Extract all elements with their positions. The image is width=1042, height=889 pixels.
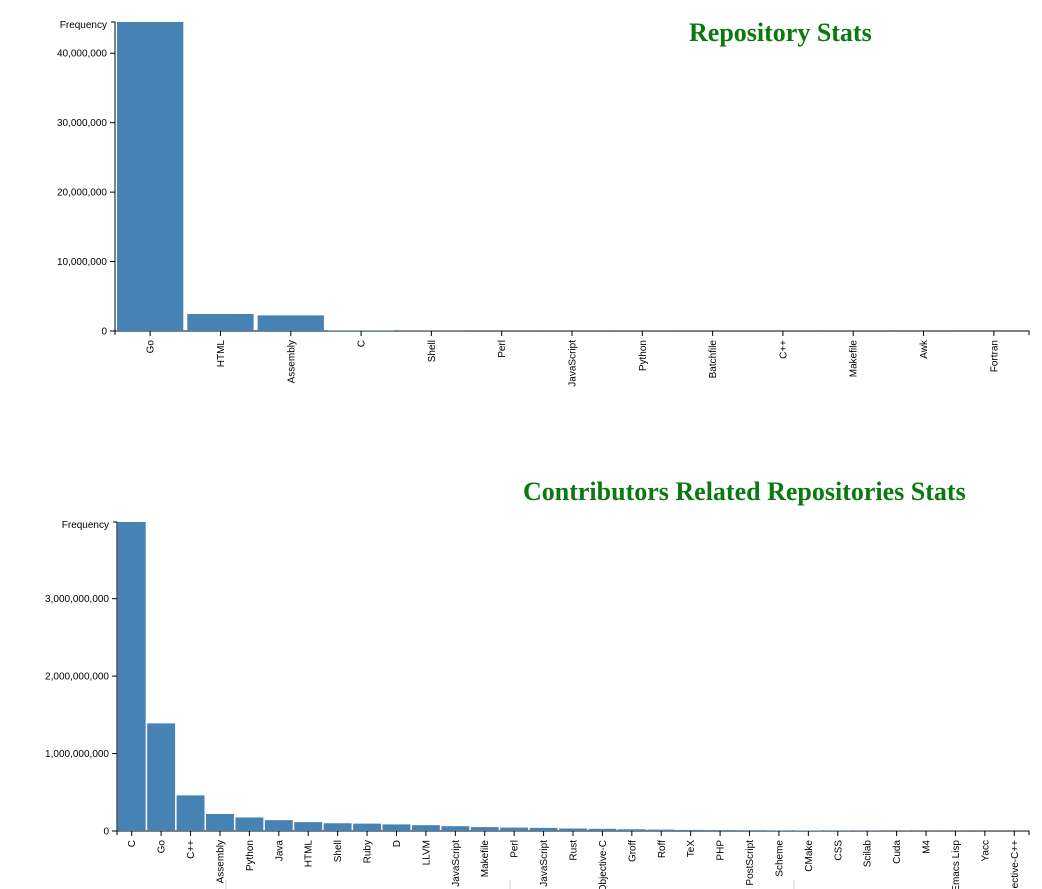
x-tick-label: C (357, 340, 368, 347)
x-tick-label: Python (245, 840, 256, 871)
x-tick-label: Batchfile (708, 340, 719, 379)
bar-makefile (470, 827, 499, 831)
x-tick-label: Assembly (286, 340, 297, 383)
x-tick-label: Shell (427, 340, 438, 362)
x-tick-label: CSS (833, 840, 844, 861)
bar-html (294, 822, 323, 831)
repository-stats-chart: Frequency 0 10,000,000 20,000,000 30,000,000… (57, 20, 1030, 387)
x-tick-label: CMake (804, 840, 815, 872)
x-tick-label: JavaScript (451, 840, 462, 887)
y-axis-label: Frequency (62, 520, 109, 531)
x-tick-label: Java (274, 840, 285, 862)
bar-tex (676, 829, 705, 831)
bar-html (187, 313, 254, 331)
bar-c- (176, 795, 205, 831)
x-tick-label: Rust (569, 840, 580, 861)
y-tick-label: 30,000,000 (57, 118, 107, 129)
y-axis-label: Frequency (60, 20, 107, 31)
x-tick-label: JavaScript (568, 340, 579, 387)
x-tick-label: Perl (510, 840, 521, 858)
y-tick-label: 0 (103, 827, 109, 838)
bar-ruby (353, 823, 382, 831)
x-tick-label: Groff (627, 840, 638, 862)
x-tick-label: C++ (778, 340, 789, 359)
bar-go (147, 723, 176, 831)
y-tick-label: 1,000,000,000 (45, 749, 109, 760)
x-tick-label: Scilab (863, 840, 874, 868)
x-tick-label: C (127, 840, 138, 847)
x-tick-label: Python (638, 340, 649, 371)
bar-postscript (735, 830, 764, 831)
x-tick-label: PHP (716, 840, 727, 861)
bar-assembly (206, 813, 234, 831)
x-tick-label: Makefile (849, 340, 860, 378)
x-tick-label: Fortran (989, 340, 1000, 372)
y-tick-label: 0 (101, 327, 107, 338)
bar-perl (500, 827, 529, 831)
x-tick-label: Ruby (363, 840, 374, 863)
bar-java (264, 820, 293, 831)
x-tick-label: HTML (304, 840, 315, 868)
y-tick-label: 20,000,000 (57, 188, 107, 199)
bar-groff (617, 829, 646, 831)
y-tick-label: 2,000,000,000 (45, 672, 109, 683)
bar-shell (323, 823, 352, 831)
bar-php (706, 830, 735, 831)
x-tick-label: Assembly (215, 840, 226, 883)
bar-scheme (764, 830, 793, 831)
x-tick-label: Perl (497, 340, 508, 358)
x-tick-label: PostScript (745, 840, 756, 886)
bar-c (117, 522, 146, 831)
contributors-stats-chart: Frequency 0 1,000,000,000 2,000,000,000 3,00… (45, 520, 1030, 889)
x-tick-label: Objective-C (598, 840, 609, 889)
bar-c (327, 330, 395, 331)
y-tick-label: 10,000,000 (57, 257, 107, 268)
x-tick-label: LLVM (421, 840, 432, 865)
y-tick-label: 3,000,000,000 (45, 594, 109, 605)
bar-assembly (257, 315, 324, 331)
x-tick-label: Emacs Lisp (951, 840, 962, 889)
bar-objective-c (588, 828, 617, 831)
y-tick-label: 40,000,000 (57, 49, 107, 60)
x-tick-label: Makefile (480, 840, 491, 878)
bar-go (117, 22, 184, 331)
x-tick-label: Go (157, 840, 168, 854)
chart-1-title: Repository Stats (689, 18, 872, 47)
x-tick-label: C++ (186, 840, 197, 859)
x-tick-label: HTML (216, 340, 227, 368)
x-tick-label: Roff (657, 840, 668, 858)
bar-python (235, 817, 264, 831)
bar-javascript (529, 827, 558, 831)
bar-rust (559, 828, 587, 831)
x-tick-label: Go (146, 340, 157, 354)
x-tick-label: M4 (922, 840, 933, 854)
bar-javascript (441, 826, 470, 831)
x-tick-label: JavaScript (539, 840, 550, 887)
x-tick-label: TeX (686, 840, 697, 858)
x-tick-label: Objective-C++ (1010, 840, 1021, 889)
y-axis-line (111, 21, 116, 332)
x-tick-label: Shell (333, 840, 344, 862)
x-tick-label: Cuda (892, 840, 903, 864)
x-tick-label: Yacc (980, 840, 991, 862)
bar-llvm (411, 825, 440, 831)
chart-2-title: Contributors Related Repositories Stats (523, 477, 966, 506)
x-tick-label: Awk (919, 339, 930, 359)
x-tick-label: Scheme (774, 840, 785, 877)
bar-d (382, 824, 411, 831)
bar-roff (647, 829, 676, 831)
x-tick-label: D (392, 840, 403, 847)
